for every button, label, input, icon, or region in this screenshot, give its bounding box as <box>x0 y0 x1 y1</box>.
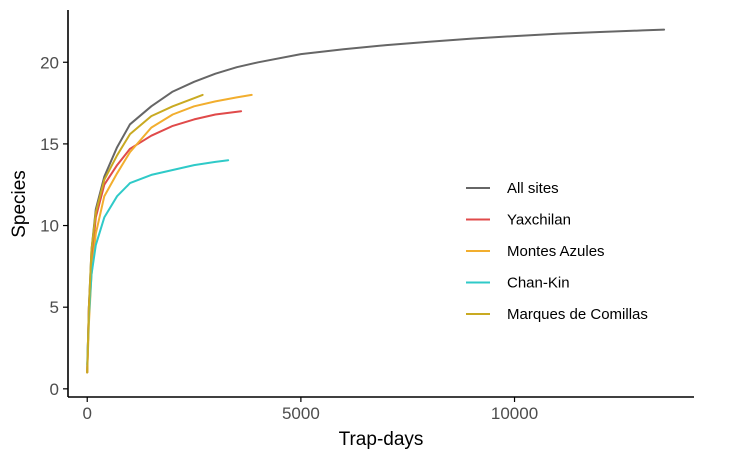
series-line-1 <box>86 110 243 374</box>
x-tick-label: 5000 <box>282 404 320 423</box>
legend-label-3: Chan-Kin <box>507 275 570 292</box>
y-tick-label: 0 <box>50 380 59 399</box>
x-axis-title: Trap-days <box>339 429 424 450</box>
y-tick-label: 5 <box>50 298 59 317</box>
legend-label-1: Yaxchilan <box>507 212 571 229</box>
series-line-4 <box>86 93 204 374</box>
legend-label-4: Marques de Comillas <box>507 306 648 323</box>
legend-label-2: Montes Azules <box>507 243 605 260</box>
series-line-2 <box>86 93 253 374</box>
y-tick-label: 20 <box>40 53 59 72</box>
legend: All sites Yaxchilan Montes Azules Chan-Kin M… <box>466 180 648 323</box>
x-ticks: 0 5000 10000 <box>82 397 538 423</box>
legend-label-0: All sites <box>507 180 559 197</box>
y-tick-label: 15 <box>40 135 59 154</box>
y-ticks: 0 5 10 15 20 <box>40 53 68 399</box>
series-layer <box>86 28 666 374</box>
x-tick-label: 0 <box>82 404 91 423</box>
x-tick-label: 10000 <box>491 404 538 423</box>
y-axis-title: Species <box>9 170 30 238</box>
y-tick-label: 10 <box>40 217 59 236</box>
